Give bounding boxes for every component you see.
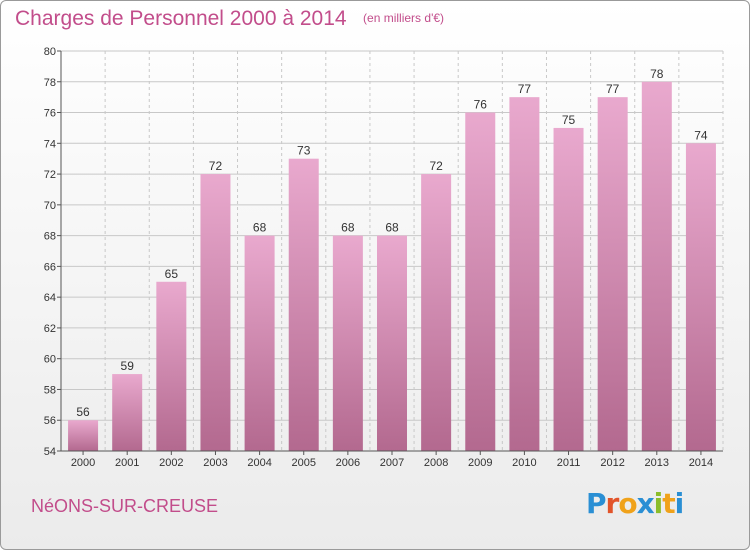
y-tick-label: 76 [44,108,56,120]
bar [377,235,407,451]
data-label: 72 [429,159,443,173]
chart-unit: (en milliers d'€) [363,11,445,25]
logo-letter: o [618,487,637,520]
y-tick-label: 74 [44,138,56,150]
data-label: 72 [209,159,223,173]
bar [685,143,716,452]
data-label: 59 [121,359,135,373]
bar [244,235,275,451]
proxiti-logo: Proxiti [586,487,685,520]
data-label: 68 [253,221,267,235]
y-tick-label: 70 [44,200,56,212]
data-label: 75 [562,113,576,127]
chart-title-text: Charges de Personnel 2000 à 2014 [15,7,347,30]
bar [288,158,319,451]
y-tick-label: 68 [44,231,56,243]
data-label: 78 [650,67,664,81]
y-tick-label: 78 [44,77,56,89]
chart-title: Charges de Personnel 2000 à 2014 (en mil… [15,7,444,31]
logo-letter: r [605,487,620,520]
bar [641,81,672,452]
bar [509,97,540,452]
data-label: 73 [297,144,311,158]
x-tick-label: 2009 [468,457,492,469]
y-tick-label: 56 [44,415,56,427]
x-tick-label: 2003 [203,457,227,469]
commune-name: NéONS-SUR-CREUSE [31,496,219,516]
x-tick-label: 2005 [291,457,315,469]
axes: 54 56 58 60 62 64 66 68 70 72 74 76 78 80 2000 2001 2002… [44,46,723,469]
x-tick-label: 2012 [600,457,624,469]
logo-letter: x [636,487,655,520]
x-tick-label: 2002 [159,457,183,469]
x-tick-label: 2011 [557,457,581,469]
x-tick-label: 2004 [247,457,271,469]
data-label: 56 [76,405,90,419]
y-tick-label: 64 [44,292,56,304]
x-tick-label: 2001 [115,457,139,469]
x-tick-label: 2014 [689,457,713,469]
x-tick-label: 2006 [336,457,360,469]
x-tick-label: 2007 [380,457,404,469]
logo-letter: P [586,487,607,520]
y-tick-label: 60 [44,354,56,366]
bar [200,174,231,452]
x-tick-label: 2000 [71,457,95,469]
x-tick-label: 2010 [512,457,536,469]
bar [465,112,496,452]
bar [156,281,187,451]
data-label: 77 [518,82,532,96]
data-label: 76 [474,98,488,112]
logo-letter: t [662,487,675,520]
data-label: 68 [341,221,355,235]
y-tick-label: 66 [44,261,56,273]
y-tick-label: 80 [44,46,56,58]
data-label: 68 [385,221,399,235]
y-tick-label: 54 [44,446,56,458]
y-tick-label: 58 [44,384,56,396]
data-label: 65 [165,267,179,281]
logo-letter: i [674,487,685,520]
logo-letter: i [653,487,664,520]
x-tick-label: 2008 [424,457,448,469]
x-tick-label: 2013 [645,457,669,469]
y-tick-label: 72 [44,169,56,181]
bar [112,374,143,451]
bar [597,97,628,452]
bar [68,420,99,451]
bar [332,235,363,451]
bar [421,174,452,452]
bar [553,127,584,451]
bars: 56 59 65 72 68 73 68 68 72 76 77 75 77 78 74 [68,67,716,452]
y-tick-label: 62 [44,323,56,335]
data-label: 74 [694,128,708,142]
data-label: 77 [606,82,620,96]
